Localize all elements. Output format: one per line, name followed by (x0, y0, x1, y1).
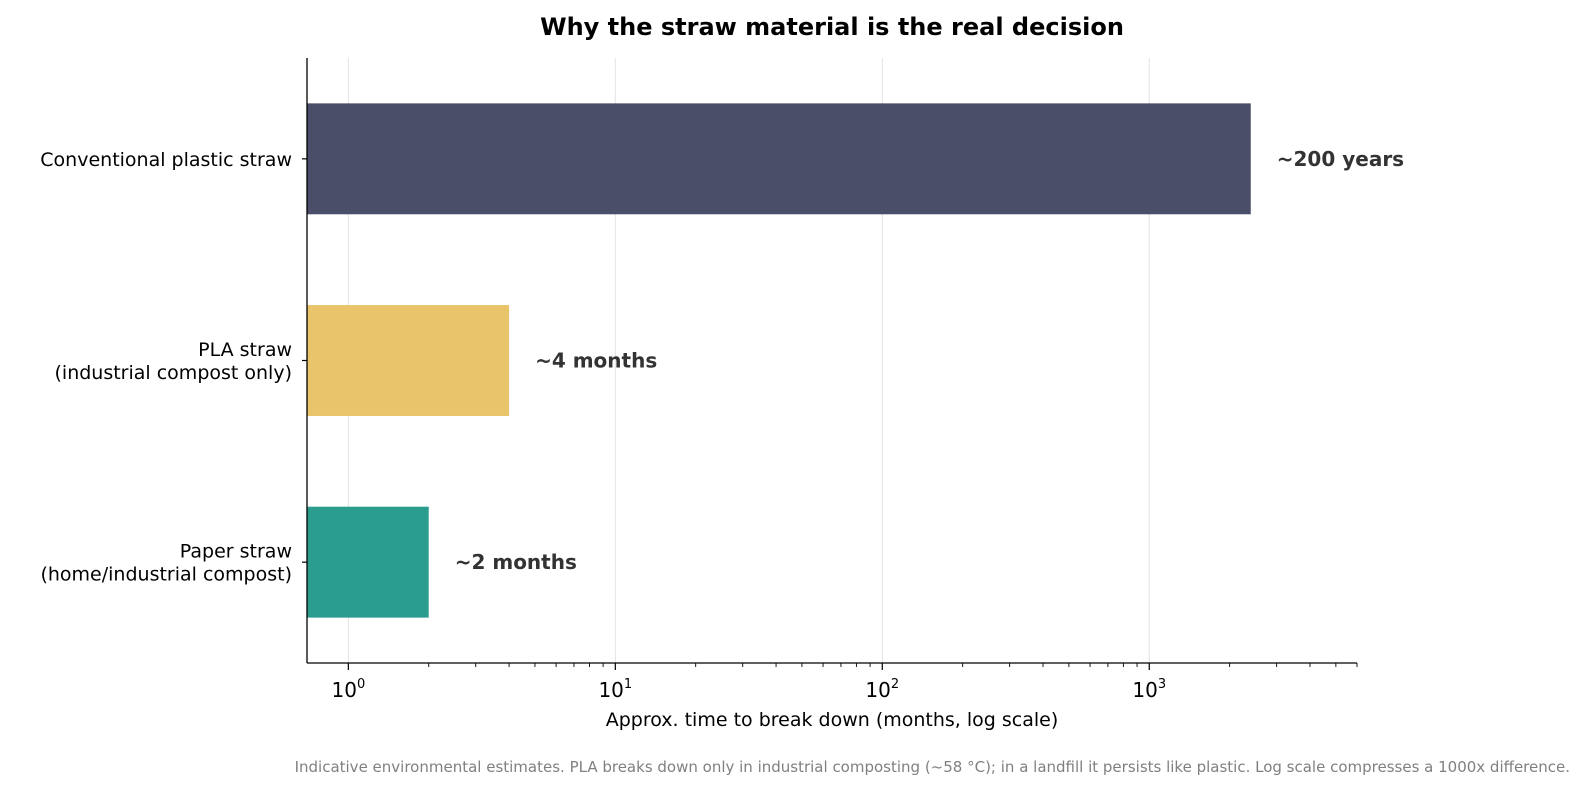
x-tick-exponent: 2 (891, 677, 899, 692)
category-label: PLA straw (198, 339, 292, 361)
x-tick-label: 101 (598, 677, 632, 702)
x-tick-label: 100 (331, 677, 365, 702)
value-labels: ~200 years ~4 months ~2 months (455, 147, 1404, 574)
axes (302, 58, 1357, 664)
category-label: Conventional plastic straw (40, 149, 292, 171)
x-tick-label: 102 (865, 677, 899, 702)
x-tick-label: 103 (1132, 677, 1166, 702)
x-tick-exponent: 1 (624, 677, 632, 692)
chart-title: Why the straw material is the real decis… (540, 13, 1124, 41)
x-tick-base: 10 (331, 678, 356, 702)
category-label: (home/industrial compost) (40, 564, 292, 586)
bars (307, 103, 1251, 618)
x-tick-exponent: 0 (357, 677, 365, 692)
x-tick-exponent: 3 (1158, 677, 1166, 692)
x-axis-label: Approx. time to break down (months, log … (606, 709, 1059, 731)
value-label: ~200 years (1277, 147, 1404, 171)
category-labels: Conventional plastic straw PLA straw(indu… (40, 149, 292, 586)
x-tick-base: 10 (598, 678, 623, 702)
x-tick-base: 10 (865, 678, 890, 702)
bar (307, 506, 429, 618)
value-label: ~2 months (455, 550, 577, 574)
x-tick-base: 10 (1132, 678, 1157, 702)
value-label: ~4 months (535, 349, 657, 373)
bar (307, 305, 510, 416)
category-label: (industrial compost only) (55, 362, 293, 384)
x-ticks: 100 101 102 103 (331, 663, 1358, 702)
category-label: Paper straw (180, 541, 292, 563)
footnote: Indicative environmental estimates. PLA … (295, 758, 1570, 776)
bar (307, 103, 1251, 215)
